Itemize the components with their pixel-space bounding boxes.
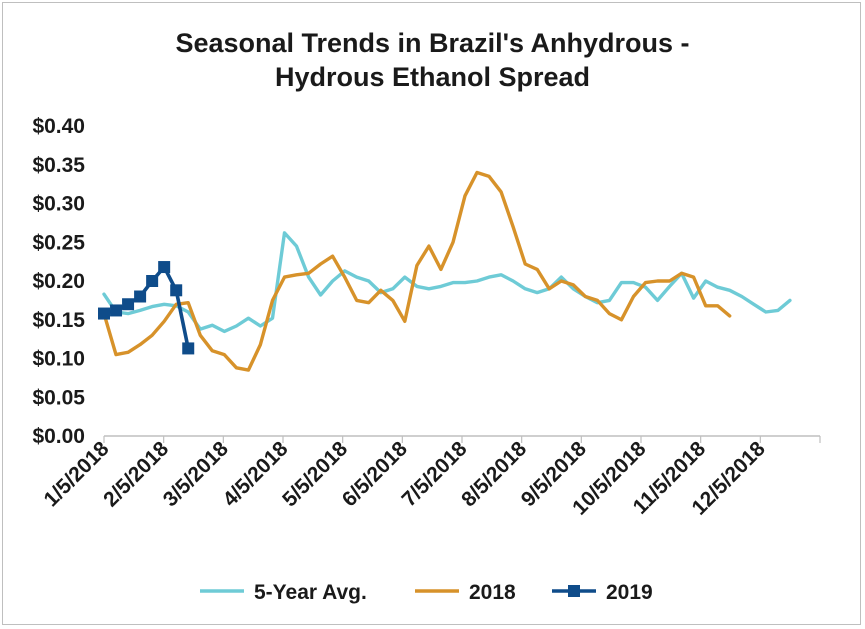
series-marker-2019 bbox=[146, 275, 159, 287]
legend-label-2: 2018 bbox=[469, 581, 516, 604]
x-tick-label: 6/5/2018 bbox=[338, 437, 412, 511]
series-marker-2019 bbox=[122, 298, 135, 311]
legend-marker-2019 bbox=[568, 585, 580, 597]
y-tick-label: $0.25 bbox=[32, 231, 85, 254]
x-tick-label: 4/5/2018 bbox=[218, 437, 292, 511]
series-line-2 bbox=[102, 170, 732, 372]
x-tick-label: 2/5/2018 bbox=[99, 437, 173, 511]
series-marker-2019 bbox=[158, 261, 171, 274]
chart-title: Seasonal Trends in Brazil's Anhydrous - … bbox=[0, 26, 865, 94]
series-marker-2019 bbox=[170, 284, 183, 297]
legend-label-1: 5-Year Avg. bbox=[254, 581, 367, 604]
x-tick-label: 7/5/2018 bbox=[397, 437, 471, 511]
y-tick-label: $0.05 bbox=[32, 386, 85, 409]
legend-label-3: 2019 bbox=[606, 581, 653, 604]
series-marker-2019 bbox=[134, 290, 147, 303]
x-tick-label: 3/5/2018 bbox=[159, 437, 233, 511]
x-tick-label: 8/5/2018 bbox=[457, 437, 531, 511]
chart-title-line-1: Seasonal Trends in Brazil's Anhydrous - bbox=[175, 28, 690, 58]
series-marker-2019 bbox=[98, 307, 110, 320]
y-tick-label: $0.40 bbox=[32, 115, 85, 138]
y-axis-ticks: $0.40 $0.35 $0.30 $0.25 $0.20 $0.15 $0.10 $0.05… bbox=[32, 115, 85, 448]
series-marker-2019 bbox=[182, 342, 195, 355]
x-tick-label: 1/5/2018 bbox=[39, 437, 113, 511]
x-axis: 1/5/20182/5/20183/5/20184/5/20185/5/2018… bbox=[39, 435, 821, 520]
x-tick-label: 5/5/2018 bbox=[278, 437, 352, 511]
y-tick-label: $0.00 bbox=[32, 425, 85, 448]
y-tick-label: $0.30 bbox=[32, 193, 85, 216]
series-layer bbox=[98, 170, 792, 372]
chart-title-line-2: Hydrous Ethanol Spread bbox=[274, 62, 591, 92]
y-tick-label: $0.10 bbox=[32, 348, 85, 371]
series-marker-2019 bbox=[110, 304, 123, 317]
y-tick-label: $0.35 bbox=[32, 154, 85, 177]
series-line-1 bbox=[102, 231, 792, 334]
legend: 5-Year Avg. 2018 2019 bbox=[200, 581, 653, 604]
y-tick-label: $0.20 bbox=[32, 270, 85, 293]
y-tick-label: $0.15 bbox=[32, 309, 85, 332]
